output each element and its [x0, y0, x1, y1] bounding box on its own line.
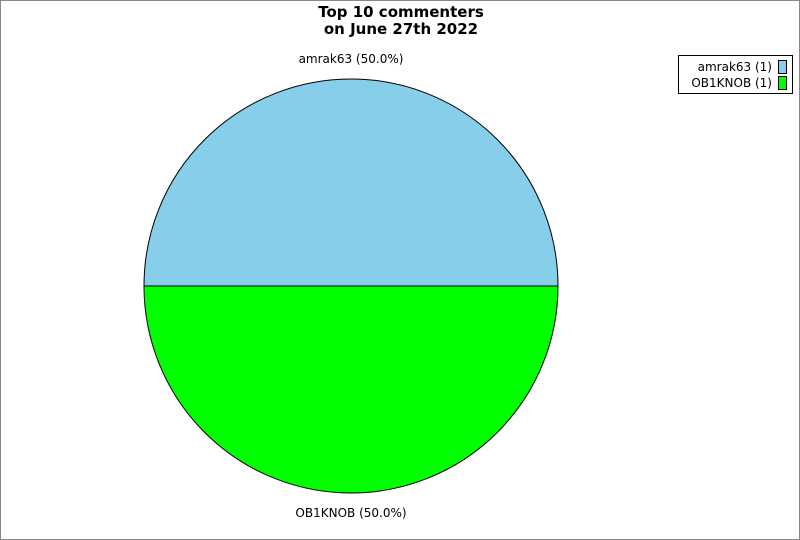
legend-label: amrak63 (1)	[697, 60, 772, 74]
chart-title-line: Top 10 commenters	[318, 3, 484, 21]
chart-title: Top 10 commenters on June 27th 2022	[1, 3, 799, 38]
legend-swatch	[778, 60, 787, 74]
legend-swatch	[778, 76, 787, 90]
pie-slice-ob1knob	[143, 285, 559, 494]
legend-label: OB1KNOB (1)	[691, 76, 772, 90]
legend: amrak63 (1) OB1KNOB (1)	[678, 55, 793, 94]
legend-item: OB1KNOB (1)	[679, 75, 792, 91]
legend-item: amrak63 (1)	[679, 59, 792, 75]
chart-title-line: on June 27th 2022	[323, 20, 479, 38]
pie-slice-amrak63	[143, 78, 559, 287]
slice-label: OB1KNOB (50.0%)	[295, 506, 406, 520]
slice-label: amrak63 (50.0%)	[299, 52, 404, 66]
